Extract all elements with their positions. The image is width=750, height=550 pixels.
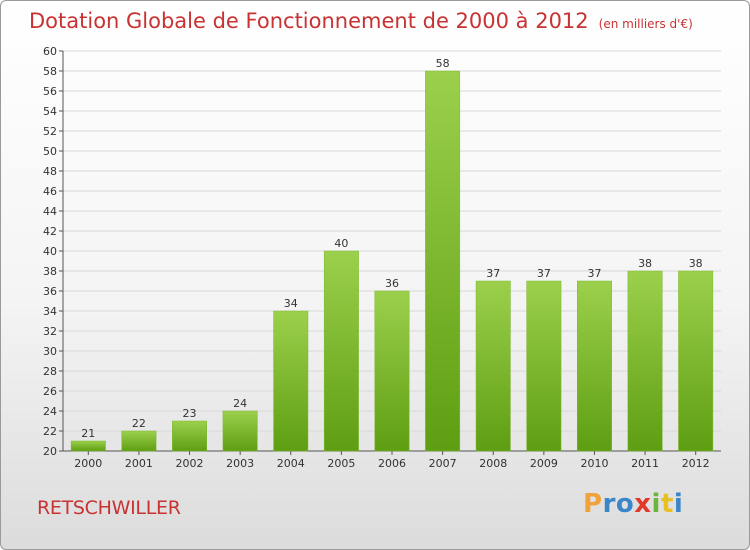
x-tick-label-2004: 2004 <box>277 457 305 470</box>
x-tick-label-2005: 2005 <box>327 457 355 470</box>
x-tick-label-2009: 2009 <box>530 457 558 470</box>
logo-letter: o <box>615 489 635 519</box>
data-label-2001: 22 <box>132 417 146 430</box>
bar-2012 <box>678 270 714 452</box>
chart-title-text: Dotation Globale de Fonctionnement de 20… <box>29 9 589 33</box>
logo-letter: P <box>583 489 603 519</box>
data-label-2005: 40 <box>334 237 348 250</box>
bar-2003 <box>222 410 258 452</box>
y-tick-label: 20 <box>43 445 57 458</box>
data-label-2011: 38 <box>638 257 652 270</box>
data-label-2009: 37 <box>537 267 551 280</box>
x-tick-label-2002: 2002 <box>176 457 204 470</box>
data-label-2003: 24 <box>233 397 247 410</box>
logo-letter: t <box>660 489 674 519</box>
chart-subtitle: (en milliers d'€) <box>598 17 693 31</box>
bar-2009 <box>526 280 562 452</box>
x-tick-label-2011: 2011 <box>631 457 659 470</box>
y-tick-label: 32 <box>43 325 57 338</box>
y-tick-label: 50 <box>43 145 57 158</box>
bar-2002 <box>172 420 207 452</box>
bar-2004 <box>273 310 309 452</box>
y-tick-label: 24 <box>43 405 57 418</box>
y-tick-label: 54 <box>43 105 57 118</box>
data-label-2000: 21 <box>81 427 95 440</box>
y-tick-label: 60 <box>43 45 57 58</box>
data-label-2002: 23 <box>183 407 197 420</box>
y-tick-label: 48 <box>43 165 57 178</box>
y-tick-label: 42 <box>43 225 57 238</box>
x-tick-label-2003: 2003 <box>226 457 254 470</box>
bar-2011 <box>627 270 663 452</box>
y-tick-label: 58 <box>43 65 57 78</box>
logo-letter: i <box>673 489 684 519</box>
labels: 21 2000 22 2001 23 2002 24 2003 34 2004 40 2005 36 20… <box>74 57 709 470</box>
y-tick-label: 30 <box>43 345 57 358</box>
y-tick-label: 22 <box>43 425 57 438</box>
bar-2006 <box>374 290 410 452</box>
commune-name: RETSCHWILLER <box>37 497 181 519</box>
logo-letter: i <box>651 489 661 519</box>
bar-2007 <box>425 70 461 452</box>
y-tick-label: 28 <box>43 365 57 378</box>
y-tick-label: 26 <box>43 385 57 398</box>
y-tick-label: 52 <box>43 125 57 138</box>
x-tick-label-2007: 2007 <box>429 457 457 470</box>
y-tick-label: 40 <box>43 245 57 258</box>
x-tick-label-2006: 2006 <box>378 457 406 470</box>
y-tick-label: 44 <box>43 205 57 218</box>
logo-letter: r <box>602 489 616 519</box>
x-tick-label-2000: 2000 <box>74 457 102 470</box>
proxiti-logo[interactable]: Proxiti <box>583 489 683 519</box>
x-tick-label-2010: 2010 <box>580 457 608 470</box>
y-tick-label: 56 <box>43 85 57 98</box>
bar-2010 <box>577 280 612 452</box>
logo-letter: x <box>634 489 652 519</box>
x-tick-label-2001: 2001 <box>125 457 153 470</box>
bars <box>70 70 714 452</box>
y-tick-label: 34 <box>43 305 57 318</box>
data-label-2006: 36 <box>385 277 399 290</box>
data-label-2004: 34 <box>284 297 298 310</box>
x-tick-label-2008: 2008 <box>479 457 507 470</box>
bar-2001 <box>121 430 157 452</box>
data-label-2007: 58 <box>436 57 450 70</box>
data-label-2008: 37 <box>486 267 500 280</box>
y-tick-label: 46 <box>43 185 57 198</box>
chart-title: Dotation Globale de Fonctionnement de 20… <box>29 9 693 33</box>
data-label-2012: 38 <box>689 257 703 270</box>
bar-2000 <box>70 440 106 452</box>
bar-2005 <box>323 250 359 452</box>
y-tick-label: 38 <box>43 265 57 278</box>
bar-2008 <box>475 280 511 452</box>
x-tick-label-2012: 2012 <box>682 457 710 470</box>
data-label-2010: 37 <box>587 267 601 280</box>
y-tick-label: 36 <box>43 285 57 298</box>
